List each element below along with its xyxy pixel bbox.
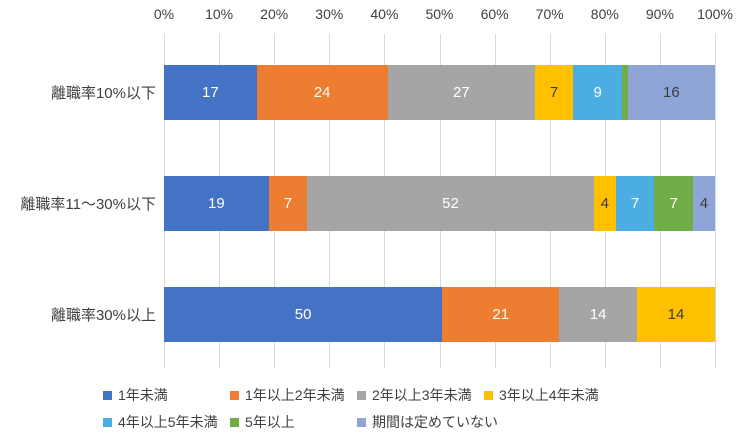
legend-label: 1年未満 xyxy=(118,387,168,403)
bar-segment: 14 xyxy=(559,287,638,342)
data-label: 21 xyxy=(492,306,510,323)
bar-segment xyxy=(622,65,628,120)
bar-segment: 19 xyxy=(164,176,269,231)
x-axis-tick-label: 40% xyxy=(370,6,399,22)
data-label: 14 xyxy=(667,306,685,323)
x-axis-tick-label: 10% xyxy=(205,6,234,22)
x-axis-tick-label: 100% xyxy=(697,6,733,22)
legend-swatch-icon xyxy=(230,390,239,400)
bar-segment: 4 xyxy=(593,176,616,231)
data-label: 4 xyxy=(600,195,609,212)
bar-segment: 7 xyxy=(615,176,655,231)
x-axis-tick-label: 30% xyxy=(315,6,344,22)
bar-segment: 24 xyxy=(256,65,388,120)
data-label: 27 xyxy=(452,84,470,101)
legend-label: 1年以上2年未満 xyxy=(245,387,345,403)
data-label: 19 xyxy=(208,195,225,212)
bar-row: 19 7 52 4 7 7 4 xyxy=(164,176,715,231)
bar-segment: 7 xyxy=(534,65,574,120)
data-label: 7 xyxy=(549,84,559,101)
data-label: 50 xyxy=(294,306,312,323)
legend-label: 2年以上3年未満 xyxy=(372,387,472,403)
data-label: 17 xyxy=(202,84,219,101)
bar-row: 50 21 14 14 xyxy=(164,287,715,342)
legend-item: 4年以上5年未満 xyxy=(103,412,218,432)
bar-segment: 14 xyxy=(637,287,715,342)
data-label: 4 xyxy=(699,195,709,212)
bar-segment: 9 xyxy=(573,65,623,120)
legend-swatch-icon xyxy=(230,417,239,427)
legend-item: 1年未満 xyxy=(103,385,168,405)
data-label: 16 xyxy=(662,84,680,101)
y-axis-category-label: 離職率30%以上 xyxy=(50,307,156,324)
y-axis-category-label: 離職率11～30%以下 xyxy=(20,196,156,213)
x-axis-tick-label: 50% xyxy=(425,6,454,22)
x-axis-tick-label: 80% xyxy=(590,6,619,22)
legend-swatch-icon xyxy=(103,390,112,400)
legend-label: 期間は定めていない xyxy=(372,414,498,430)
legend-swatch-icon xyxy=(484,390,493,400)
data-label: 7 xyxy=(630,195,640,212)
data-label: 7 xyxy=(669,195,678,212)
bar-segment: 17 xyxy=(164,65,257,120)
legend-swatch-icon xyxy=(103,417,112,427)
x-axis-tick-label: 20% xyxy=(260,6,289,22)
legend-item: 期間は定めていない xyxy=(357,412,498,432)
data-label: 9 xyxy=(593,84,602,101)
legend-item: 5年以上 xyxy=(230,412,295,432)
legend-label: 5年以上 xyxy=(245,414,295,430)
bar-segment: 52 xyxy=(307,176,594,231)
legend-swatch-icon xyxy=(357,417,366,427)
legend-label: 4年以上5年未満 xyxy=(118,414,218,430)
bar-segment: 7 xyxy=(268,176,308,231)
gridline xyxy=(715,34,716,368)
data-label: 24 xyxy=(313,84,331,101)
bar-segment: 27 xyxy=(387,65,535,120)
bar-segment: 7 xyxy=(654,176,693,231)
legend-item: 3年以上4年未満 xyxy=(484,385,599,405)
data-label: 14 xyxy=(589,306,607,323)
x-axis-tick-label: 90% xyxy=(645,6,674,22)
data-label: 7 xyxy=(283,195,293,212)
x-axis-tick-label: 0% xyxy=(153,6,175,22)
y-axis-category-label: 離職率10%以下 xyxy=(50,85,156,102)
bar-segment: 16 xyxy=(627,65,715,120)
data-label: 52 xyxy=(442,195,459,212)
legend-item: 2年以上3年未満 xyxy=(357,385,472,405)
bar-segment: 21 xyxy=(442,287,560,342)
bar-row: 17 24 27 7 9 16 xyxy=(164,65,715,120)
x-axis-tick-label: 70% xyxy=(535,6,564,22)
bar-segment: 4 xyxy=(692,176,715,231)
legend-swatch-icon xyxy=(357,390,366,400)
legend-item: 1年以上2年未満 xyxy=(230,385,345,405)
legend-label: 3年以上4年未満 xyxy=(499,387,599,403)
bar-segment: 50 xyxy=(164,287,443,342)
x-axis-tick-label: 60% xyxy=(480,6,509,22)
